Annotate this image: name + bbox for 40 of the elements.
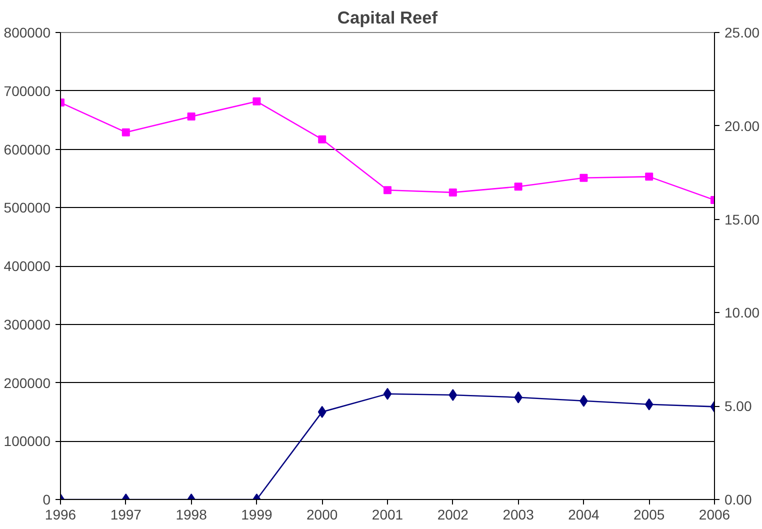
point <box>318 135 326 144</box>
y2-tick-label: 25.00 <box>724 24 760 40</box>
y-tick-label: 0 <box>42 492 51 508</box>
y2-tick-label: 5.00 <box>724 398 752 414</box>
point <box>384 186 392 194</box>
x-tick-label: 2002 <box>437 506 469 522</box>
x-tick-label: 1997 <box>110 506 142 522</box>
y-tick-label: 500000 <box>4 200 51 216</box>
y2-tick-label: 20.00 <box>724 118 760 134</box>
point <box>644 398 654 410</box>
point <box>645 172 654 181</box>
y-tick-label: 200000 <box>4 374 51 391</box>
point <box>318 406 326 418</box>
y-tick-label: 400000 <box>4 258 51 274</box>
x-tick-label: 1996 <box>44 506 76 522</box>
point <box>122 128 130 136</box>
y-tick-label: 100000 <box>4 433 51 450</box>
point <box>252 97 261 106</box>
y2-tick-label: 10.00 <box>724 304 760 321</box>
y-tick-label: 600000 <box>4 141 51 158</box>
x-tick-label: 1998 <box>176 506 208 522</box>
chart-title: Capital Reef <box>337 8 438 28</box>
x-tick-label: 2004 <box>568 506 600 522</box>
x-tick-label: 2000 <box>306 506 338 522</box>
y2-tick-label: 15.00 <box>724 211 760 228</box>
point <box>187 112 196 121</box>
y-tick-label: 800000 <box>4 24 51 40</box>
point <box>448 188 457 196</box>
y-tick-label: 300000 <box>4 316 51 332</box>
point <box>580 174 588 182</box>
point <box>383 388 392 400</box>
point <box>514 182 522 191</box>
x-tick-label: 2001 <box>372 506 404 522</box>
y-tick-label: 700000 <box>4 82 51 99</box>
x-tick-label: 2005 <box>634 506 665 522</box>
x-tick-label: 2003 <box>502 506 534 522</box>
x-tick-label: 1999 <box>241 506 272 522</box>
y2-tick-label: 0.00 <box>724 492 752 508</box>
x-tick-label: 2006 <box>698 506 730 522</box>
point <box>448 389 458 402</box>
